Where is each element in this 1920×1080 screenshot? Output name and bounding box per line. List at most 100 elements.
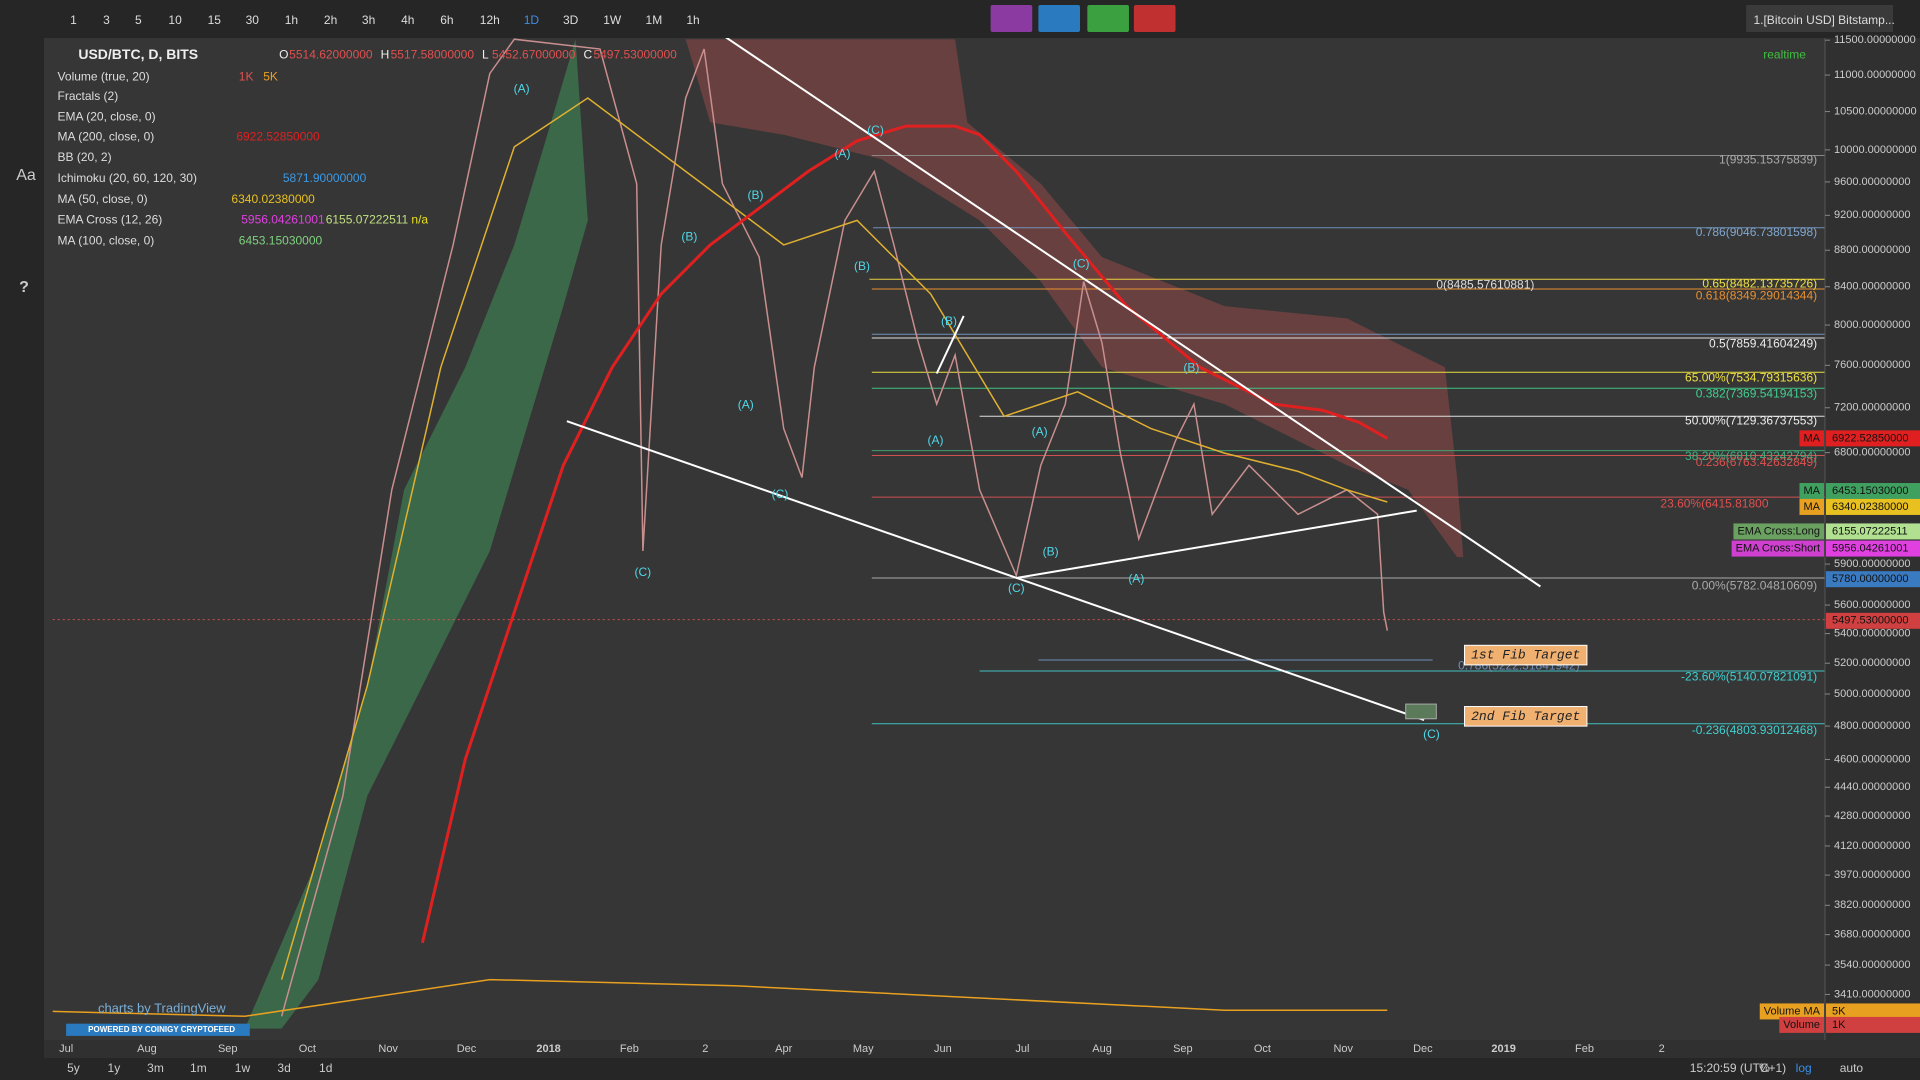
- fib-label: 1(9935.15375839): [1719, 153, 1817, 167]
- interval-button[interactable]: 6h: [440, 13, 453, 27]
- price-tag: [1826, 612, 1920, 629]
- chart-drawings: [52, 35, 1825, 1029]
- trend-line: [566, 420, 1425, 721]
- auto-toggle[interactable]: auto: [1840, 1061, 1864, 1075]
- time-label: Jun: [934, 1043, 952, 1055]
- price-tick-label: 4800.00000000: [1834, 720, 1910, 732]
- target-box: [1405, 703, 1437, 720]
- watermark-strip: [66, 1023, 250, 1036]
- ohlc-label: H: [381, 47, 390, 61]
- time-label: 2019: [1491, 1043, 1515, 1055]
- ohlc-label: O: [279, 47, 288, 61]
- wave-label: (A): [738, 397, 754, 411]
- time-label: Oct: [299, 1043, 316, 1055]
- range-button[interactable]: 1y: [108, 1061, 121, 1075]
- wave-label: (A): [928, 433, 944, 447]
- price-tag-value: 5497.53000000: [1832, 615, 1908, 627]
- interval-button[interactable]: 1: [70, 13, 77, 27]
- time-label: Oct: [1254, 1043, 1271, 1055]
- time-label: 2018: [536, 1043, 560, 1055]
- interval-button[interactable]: 12h: [480, 13, 500, 27]
- fib-label: 38.20%(6810.43242794): [1685, 449, 1817, 463]
- price-tick-label: 9200.00000000: [1834, 209, 1910, 221]
- indicator-value: 5956.04261001: [241, 213, 325, 227]
- indicator-value: 6155.07222511: [326, 213, 409, 227]
- indicator-name: BB (20, 2): [58, 150, 112, 164]
- ichimoku-cloud-red: [685, 39, 1464, 558]
- interval-button[interactable]: 10: [168, 13, 182, 27]
- price-tag: [1826, 483, 1920, 500]
- indicator-name: Volume (true, 20): [58, 69, 150, 83]
- price-tag-label-box: [1731, 540, 1824, 557]
- trend-line: [935, 315, 965, 374]
- range-button[interactable]: 3m: [147, 1061, 164, 1075]
- price-tick-label: 4120.00000000: [1834, 840, 1910, 852]
- price-tag: [1826, 1003, 1920, 1020]
- fib-label: 0(8485.57610881): [1436, 277, 1534, 291]
- interval-button[interactable]: 3h: [362, 13, 375, 27]
- price-tick-label: 4600.00000000: [1834, 753, 1910, 765]
- text-tool[interactable]: Aa: [16, 167, 36, 184]
- interval-button[interactable]: 4h: [401, 13, 414, 27]
- wave-label: (B): [681, 230, 697, 244]
- fib-label: 0.5(7859.41604249): [1709, 336, 1817, 350]
- ohlc-value: 5517.58000000: [391, 47, 475, 61]
- time-label: Sep: [218, 1043, 238, 1055]
- interval-button[interactable]: 2h: [324, 13, 337, 27]
- range-button[interactable]: 5y: [67, 1061, 80, 1075]
- price-tag-label-box: [1799, 483, 1824, 500]
- interval-button[interactable]: 3: [103, 13, 110, 27]
- wave-label: (B): [1183, 361, 1199, 375]
- watermark-powered: POWERED BY COINIGY CRYPTOFEED: [88, 1025, 235, 1034]
- price-tick-label: 5600.00000000: [1834, 599, 1910, 611]
- fib-label: 23.60%(6415.81800: [1660, 497, 1768, 511]
- wave-label: (C): [1008, 581, 1025, 595]
- price-tick-label: 5400.00000000: [1834, 627, 1910, 639]
- wave-label: (A): [1128, 571, 1144, 585]
- bottom-bar: [0, 1058, 1920, 1080]
- price-tick-label: 3540.00000000: [1834, 959, 1910, 971]
- log-toggle[interactable]: log: [1796, 1061, 1812, 1075]
- range-button[interactable]: 1w: [235, 1061, 251, 1075]
- range-button[interactable]: 1m: [190, 1061, 207, 1075]
- price-tag-label: MA: [1804, 501, 1821, 513]
- interval-button[interactable]: 30: [246, 13, 260, 27]
- wave-label: (C): [1073, 257, 1090, 271]
- interval-button[interactable]: 5: [135, 13, 142, 27]
- help-button[interactable]: ?: [19, 279, 29, 296]
- interval-button[interactable]: 1D: [524, 13, 540, 27]
- interval-button[interactable]: 3D: [563, 13, 579, 27]
- range-button[interactable]: 1d: [319, 1061, 332, 1075]
- ohlc-value: 5497.53000000: [593, 47, 677, 61]
- price-tag-value: 1K: [1832, 1019, 1846, 1031]
- toolbar-button[interactable]: [1087, 5, 1129, 32]
- interval-button[interactable]: 1h: [686, 13, 699, 27]
- price-tag-value: 6922.52850000: [1832, 432, 1908, 444]
- indicator-value: 5K: [263, 69, 278, 83]
- time-label: Apr: [775, 1043, 792, 1055]
- toolbar-button[interactable]: [1038, 5, 1080, 32]
- percent-toggle[interactable]: %: [1759, 1061, 1770, 1075]
- watermark-brand: charts by TradingView: [98, 1000, 226, 1015]
- price-tick-label: 11000.00000000: [1834, 69, 1916, 81]
- interval-button[interactable]: 1W: [603, 13, 622, 27]
- time-label: Aug: [137, 1043, 157, 1055]
- price-tag-label-box: [1779, 1016, 1824, 1033]
- toolbar-button[interactable]: [990, 5, 1033, 32]
- interval-button[interactable]: 15: [208, 13, 222, 27]
- range-button[interactable]: 3d: [277, 1061, 290, 1075]
- top-toolbar: [0, 0, 1920, 38]
- time-label: Nov: [378, 1043, 398, 1055]
- price-tag-value: 6155.07222511: [1832, 525, 1908, 537]
- indicator-name: Fractals (2): [58, 89, 119, 103]
- interval-button[interactable]: 1M: [646, 13, 663, 27]
- layout-name-box[interactable]: [1746, 5, 1894, 32]
- time-label: Dec: [457, 1043, 477, 1055]
- interval-button[interactable]: 1h: [285, 13, 298, 27]
- toolbar-button[interactable]: [1133, 5, 1176, 32]
- ohlc-label: L: [482, 47, 489, 61]
- ohlc-label: C: [583, 47, 592, 61]
- price-tick-label: 10500.00000000: [1834, 105, 1917, 117]
